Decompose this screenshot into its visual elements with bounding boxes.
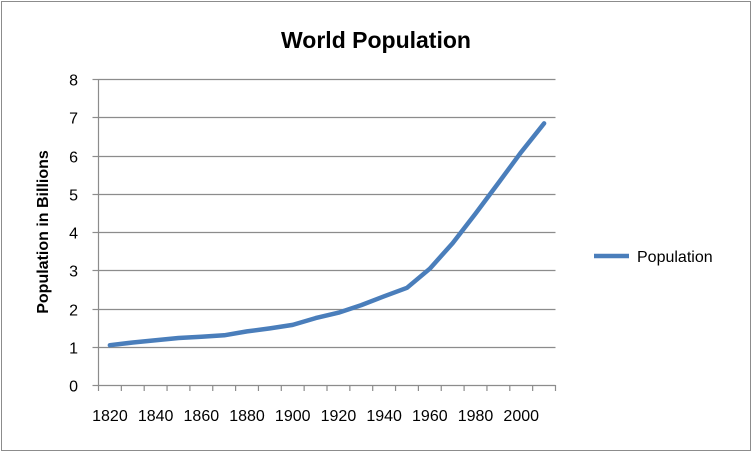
legend: Population — [594, 249, 713, 266]
x-tick-label: 1920 — [321, 408, 357, 425]
chart-title: World Population — [281, 27, 471, 53]
x-tick-label: 1940 — [366, 408, 402, 425]
y-tick-label: 8 — [69, 73, 78, 90]
x-tick-label: 2000 — [503, 408, 539, 425]
series-line-population — [107, 121, 547, 348]
x-tick-label: 1860 — [184, 408, 220, 425]
y-tick-label: 6 — [69, 150, 78, 167]
legend-label: Population — [637, 249, 713, 266]
x-tick-label: 1840 — [138, 408, 174, 425]
y-tick-label: 7 — [69, 111, 78, 128]
x-tick-label: 1900 — [275, 408, 311, 425]
y-tick-label: 1 — [69, 341, 78, 358]
y-tick-label: 0 — [69, 379, 78, 396]
x-tick-label: 1880 — [229, 408, 265, 425]
y-tick-label: 4 — [69, 226, 78, 243]
x-tick-label: 1960 — [412, 408, 448, 425]
y-tick-label: 2 — [69, 303, 78, 320]
x-tick-label: 1980 — [458, 408, 494, 425]
y-axis-label: Population in Billions — [35, 150, 52, 314]
y-tick-label: 3 — [69, 264, 78, 281]
y-tick-label: 5 — [69, 188, 78, 205]
x-tick-label: 1820 — [92, 408, 128, 425]
